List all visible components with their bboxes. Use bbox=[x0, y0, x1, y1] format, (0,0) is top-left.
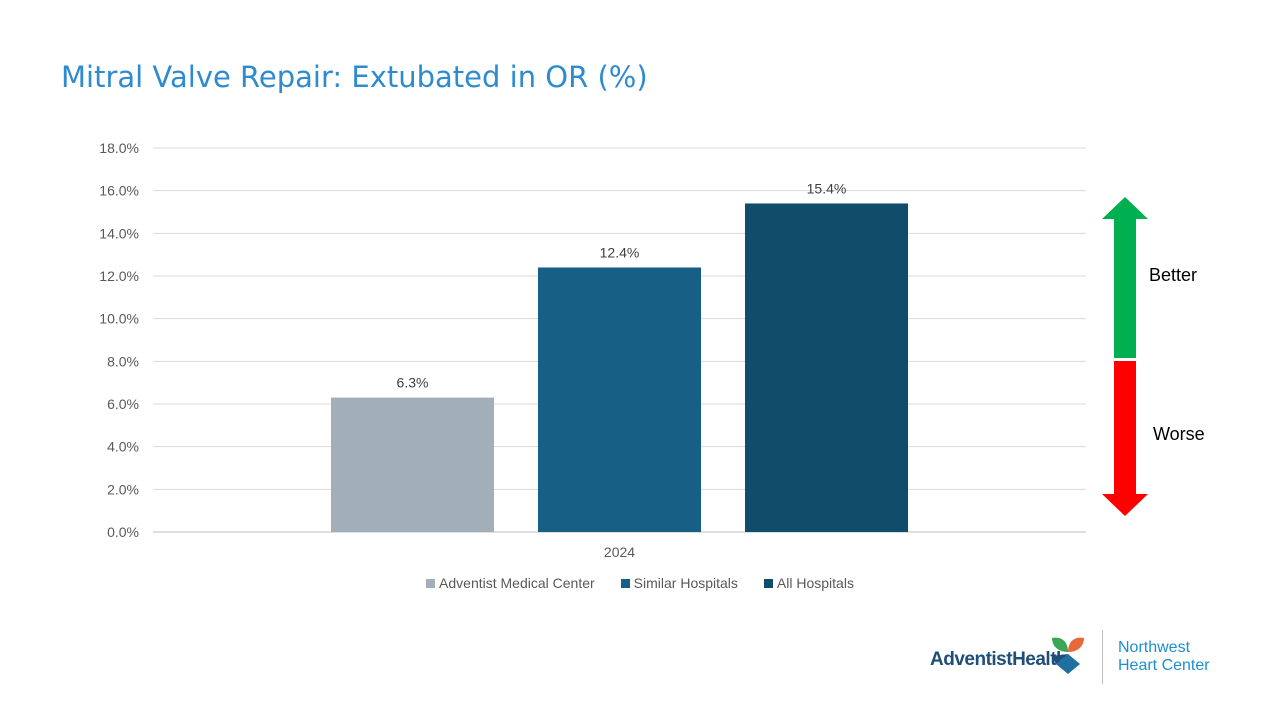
y-tick-label: 2.0% bbox=[107, 481, 139, 497]
y-tick-label: 18.0% bbox=[99, 140, 139, 156]
x-tick-label: 2024 bbox=[604, 544, 635, 560]
better-label: Better bbox=[1149, 265, 1198, 285]
logo-wordmark: AdventistHealth bbox=[930, 649, 1068, 670]
legend-item: Similar Hospitals bbox=[620, 575, 738, 591]
worse-label: Worse bbox=[1153, 424, 1205, 444]
logo: AdventistHealth Northwest Heart Center bbox=[928, 628, 1228, 688]
legend-item: All Hospitals bbox=[763, 575, 854, 591]
data-label: 12.4% bbox=[600, 244, 640, 260]
bar bbox=[745, 203, 908, 532]
y-tick-label: 12.0% bbox=[99, 268, 139, 284]
worse-arrow-icon bbox=[1102, 361, 1148, 516]
legend-swatch bbox=[763, 578, 773, 588]
better-arrow-icon bbox=[1102, 197, 1148, 358]
logo-subtitle-line1: Northwest bbox=[1118, 639, 1191, 656]
logo-subtitle: Northwest Heart Center bbox=[1118, 639, 1210, 675]
y-tick-label: 6.0% bbox=[107, 396, 139, 412]
logo-divider bbox=[1102, 630, 1103, 684]
legend-item: Adventist Medical Center bbox=[426, 575, 595, 591]
bar bbox=[331, 397, 494, 532]
leaf-logo-icon bbox=[1052, 637, 1084, 674]
y-tick-label: 14.0% bbox=[99, 225, 139, 241]
legend-swatch bbox=[426, 578, 436, 588]
bar bbox=[538, 267, 701, 532]
page-title: Mitral Valve Repair: Extubated in OR (%) bbox=[61, 60, 648, 94]
logo-subtitle-line2: Heart Center bbox=[1118, 657, 1210, 674]
legend-label: Adventist Medical Center bbox=[439, 575, 595, 591]
legend-label: Similar Hospitals bbox=[633, 575, 738, 591]
y-tick-label: 10.0% bbox=[99, 311, 139, 327]
y-tick-label: 4.0% bbox=[107, 439, 139, 455]
y-tick-label: 0.0% bbox=[107, 524, 139, 540]
y-tick-label: 8.0% bbox=[107, 353, 139, 369]
chart-legend: Adventist Medical Center Similar Hospital… bbox=[0, 575, 1280, 591]
legend-swatch bbox=[620, 578, 630, 588]
better-worse-indicator bbox=[1100, 195, 1150, 520]
bar-chart: 0.0% 2.0% 4.0% 6.0% 8.0% 10.0% 12.0% 14.0% 16.0%… bbox=[99, 140, 1086, 560]
data-label: 15.4% bbox=[807, 180, 847, 196]
data-label: 6.3% bbox=[397, 375, 429, 391]
legend-label: All Hospitals bbox=[776, 575, 854, 591]
y-tick-label: 16.0% bbox=[99, 183, 139, 199]
